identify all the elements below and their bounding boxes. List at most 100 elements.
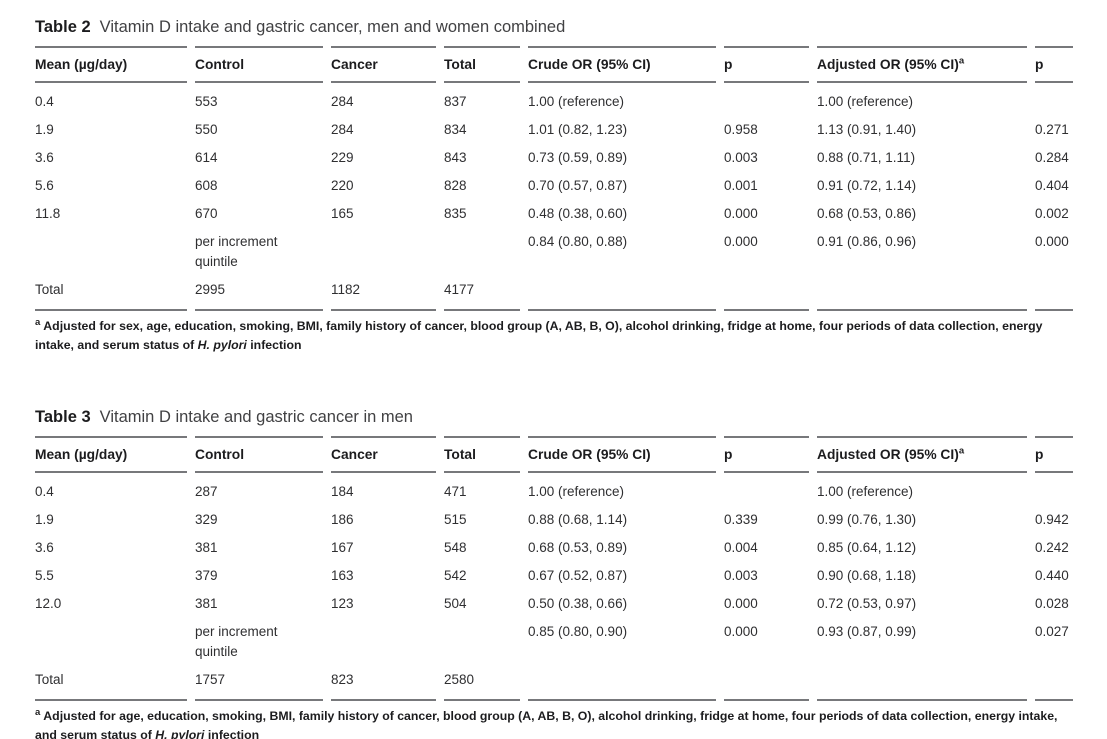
table-cell: 0.339: [724, 512, 758, 527]
column-header-adjusted-or-text: Adjusted OR (95% CI): [817, 57, 959, 72]
table-cell: 0.48 (0.38, 0.60): [528, 206, 628, 221]
table-cell: 608: [195, 178, 218, 193]
table-cell: 1757: [195, 666, 323, 701]
table-cell: [1035, 666, 1073, 701]
column-header-total: Total: [444, 436, 520, 473]
table-cell: 123: [331, 596, 354, 611]
table-cell: 1182: [331, 276, 436, 311]
table-cell: 1.01 (0.82, 1.23): [528, 122, 628, 137]
column-header-cancer: Cancer: [331, 46, 436, 83]
table-cell: 0.284: [1035, 150, 1069, 165]
table-cell: 1.00 (reference): [528, 94, 625, 109]
table-cell: 823: [331, 666, 436, 701]
footnote-italic-text: H. pylori: [155, 728, 205, 739]
table-cell: [724, 666, 809, 701]
table-cell: 0.91 (0.86, 0.96): [817, 234, 917, 249]
table-cell: 0.002: [1035, 206, 1069, 221]
table-cell: per increment quintile: [195, 234, 278, 269]
column-header-mean: Mean (µg/day): [35, 436, 187, 473]
column-header-p-adjusted: p: [1035, 46, 1073, 83]
table-cell: 1.00 (reference): [817, 94, 914, 109]
adjusted-or-superscript: a: [958, 55, 965, 67]
table-cell: 843: [444, 150, 467, 165]
table-cell: 0.000: [724, 624, 758, 639]
column-header-crude-or: Crude OR (95% CI): [528, 46, 716, 83]
table-cell: 1.9: [35, 122, 54, 137]
column-header-p-adjusted: p: [1035, 436, 1073, 473]
table-cell: 0.70 (0.57, 0.87): [528, 178, 628, 193]
table-cell: 284: [331, 94, 354, 109]
table-cell: 0.000: [1035, 234, 1069, 249]
table-cell: 614: [195, 150, 218, 165]
table-cell: 3.6: [35, 150, 54, 165]
table-cell: 1.00 (reference): [817, 484, 914, 499]
table-cell: 0.88 (0.68, 1.14): [528, 512, 628, 527]
footnote-text: Adjusted for sex, age, education, smokin…: [35, 319, 1043, 352]
footnote-text: Adjusted for age, education, smoking, BM…: [35, 709, 1058, 739]
table-cell: 0.90 (0.68, 1.18): [817, 568, 917, 583]
table-cell: 0.242: [1035, 540, 1069, 555]
table-cell: 0.50 (0.38, 0.66): [528, 596, 628, 611]
table-row: 5.5 379 163 542 0.67 (0.52, 0.87) 0.003 0.90 (…: [35, 562, 1073, 590]
table-cell: 1.13 (0.91, 1.40): [817, 122, 917, 137]
table-cell: 229: [331, 150, 354, 165]
table-cell: 1.9: [35, 512, 54, 527]
table-cell: [1035, 276, 1073, 311]
column-header-adjusted-or: Adjusted OR (95% CI)a: [817, 436, 1027, 473]
table-cell: 4177: [444, 276, 520, 311]
table-cell: 5.5: [35, 568, 54, 583]
table-cell: 165: [331, 206, 354, 221]
column-header-total: Total: [444, 46, 520, 83]
table-row: 5.6 608 220 828 0.70 (0.57, 0.87) 0.001 0.91 (…: [35, 172, 1073, 200]
table-row: Total 2995 1182 4177: [35, 276, 1073, 311]
table-cell: 0.68 (0.53, 0.86): [817, 206, 917, 221]
table-2-footnote: a Adjusted for sex, age, education, smoki…: [35, 317, 1081, 355]
table-row: 1.9 329 186 515 0.88 (0.68, 1.14) 0.339 0.99 (…: [35, 506, 1073, 534]
table-cell: [331, 228, 436, 276]
table-cell: 0.84 (0.80, 0.88): [528, 234, 628, 249]
table-cell: 504: [444, 596, 467, 611]
table-cell: [35, 228, 187, 276]
table-cell: [817, 276, 1027, 311]
table-cell: 0.68 (0.53, 0.89): [528, 540, 628, 555]
table-cell: 381: [195, 540, 218, 555]
table-cell: 0.001: [724, 178, 758, 193]
table-cell: [35, 618, 187, 666]
table-row: per increment quintile 0.84 (0.80, 0.88) 0…: [35, 228, 1073, 276]
table-cell: [724, 83, 809, 116]
table-2-block: Table 2 Vitamin D intake and gastric canc…: [35, 17, 1081, 355]
table-cell: 3.6: [35, 540, 54, 555]
footnote-marker: a: [35, 706, 41, 718]
table-cell: 0.91 (0.72, 1.14): [817, 178, 917, 193]
table-cell: 220: [331, 178, 354, 193]
table-cell: 0.027: [1035, 624, 1069, 639]
table-cell: 329: [195, 512, 218, 527]
table-cell: 0.93 (0.87, 0.99): [817, 624, 917, 639]
table-cell: Total: [35, 276, 187, 311]
table-cell: 0.4: [35, 484, 54, 499]
table-cell: 11.8: [35, 206, 61, 221]
column-header-crude-or: Crude OR (95% CI): [528, 436, 716, 473]
table-cell: 553: [195, 94, 218, 109]
table-cell: 0.958: [724, 122, 758, 137]
table-cell: 1.00 (reference): [528, 484, 625, 499]
footnote-italic-text: H. pylori: [197, 338, 247, 352]
table-cell: [1035, 83, 1073, 116]
table-3-caption: Table 3 Vitamin D intake and gastric canc…: [35, 407, 1081, 427]
table-cell: 186: [331, 512, 354, 527]
table-cell: 0.85 (0.64, 1.12): [817, 540, 917, 555]
table-cell: 542: [444, 568, 467, 583]
table-2-caption-text: Vitamin D intake and gastric cancer, men…: [99, 18, 566, 36]
table-cell: [1035, 473, 1073, 506]
table-cell: 834: [444, 122, 467, 137]
table-2-header-row: Mean (µg/day) Control Cancer Total Crude…: [35, 46, 1073, 83]
table-cell: 0.88 (0.71, 1.11): [817, 150, 916, 165]
table-cell: 0.99 (0.76, 1.30): [817, 512, 917, 527]
table-cell: 0.4: [35, 94, 54, 109]
table-cell: 379: [195, 568, 218, 583]
table-cell: 0.003: [724, 150, 758, 165]
table-cell: 381: [195, 596, 218, 611]
table-cell: 835: [444, 206, 467, 221]
table-row: Total 1757 823 2580: [35, 666, 1073, 701]
